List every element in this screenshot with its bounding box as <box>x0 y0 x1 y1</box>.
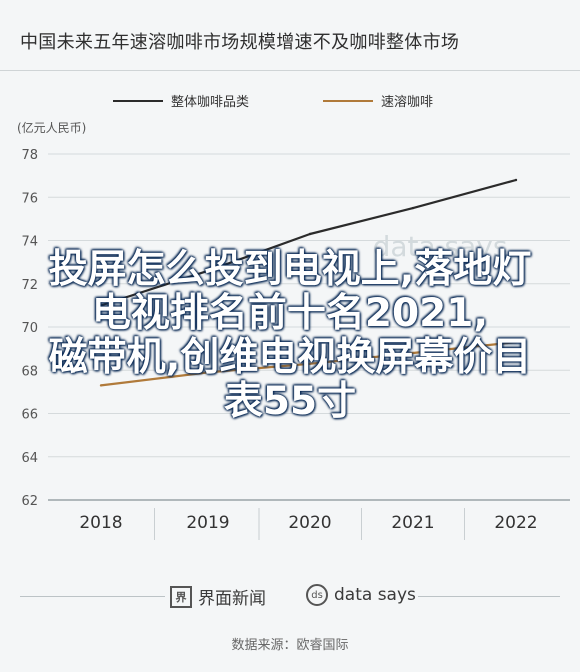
legend-label-1: 整体咖啡品类 <box>171 95 249 110</box>
y-tick-76: 76 <box>21 191 38 206</box>
y-tick-64: 64 <box>21 451 38 466</box>
brand-datasays-label: data says <box>334 585 416 605</box>
series-2-point-2019 <box>206 371 210 374</box>
footer-line-left <box>20 596 165 597</box>
line-chart: 整体咖啡品类 速溶咖啡 (亿元人民币) 62 64 66 68 70 72 74 76 78 2018 2… <box>17 95 570 540</box>
x-tick-2020: 2020 <box>288 513 331 533</box>
jiemian-logo-icon: 界 <box>170 585 192 608</box>
series-1-point-2018 <box>99 304 103 307</box>
brand-jiemian: 界 界面新闻 <box>170 584 266 609</box>
title-divider <box>0 70 580 71</box>
series-1-point-2020 <box>308 232 312 236</box>
brand-datasays: ds data says <box>306 584 416 606</box>
brand-jiemian-label: 界面新闻 <box>198 589 266 609</box>
series-2-point-2018 <box>99 384 103 387</box>
series-line-2 <box>100 341 517 387</box>
datasays-logo-icon: ds <box>306 584 328 606</box>
x-tick-2022: 2022 <box>494 513 537 533</box>
x-tick-2021: 2021 <box>391 513 434 533</box>
footer-brands: 界 界面新闻 ds data says <box>0 578 580 614</box>
y-tick-66: 66 <box>21 408 38 423</box>
x-tick-2018: 2018 <box>79 513 122 533</box>
series-2-point-2021 <box>411 351 415 355</box>
y-tick-78: 78 <box>21 148 38 163</box>
y-tick-74: 74 <box>21 235 38 250</box>
y-tick-68: 68 <box>21 364 38 379</box>
series-1-point-2022 <box>514 178 518 182</box>
y-tick-70: 70 <box>21 321 38 336</box>
chart-title: 中国未来五年速溶咖啡市场规模增速不及咖啡整体市场 <box>20 32 460 53</box>
series-1-point-2021 <box>411 206 415 210</box>
y-tick-72: 72 <box>21 278 38 293</box>
data-source: 数据来源：欧睿国际 <box>231 638 349 653</box>
series-1-point-2019 <box>206 269 210 272</box>
y-tick-62: 62 <box>21 494 38 509</box>
footer-line-right <box>418 596 560 597</box>
y-axis-label: (亿元人民币) <box>17 120 86 135</box>
legend-label-2: 速溶咖啡 <box>381 95 433 110</box>
series-2-point-2022 <box>514 340 518 344</box>
series-2-point-2020 <box>308 362 312 365</box>
x-tick-2019: 2019 <box>186 513 229 533</box>
watermark-text: data says <box>373 230 508 263</box>
